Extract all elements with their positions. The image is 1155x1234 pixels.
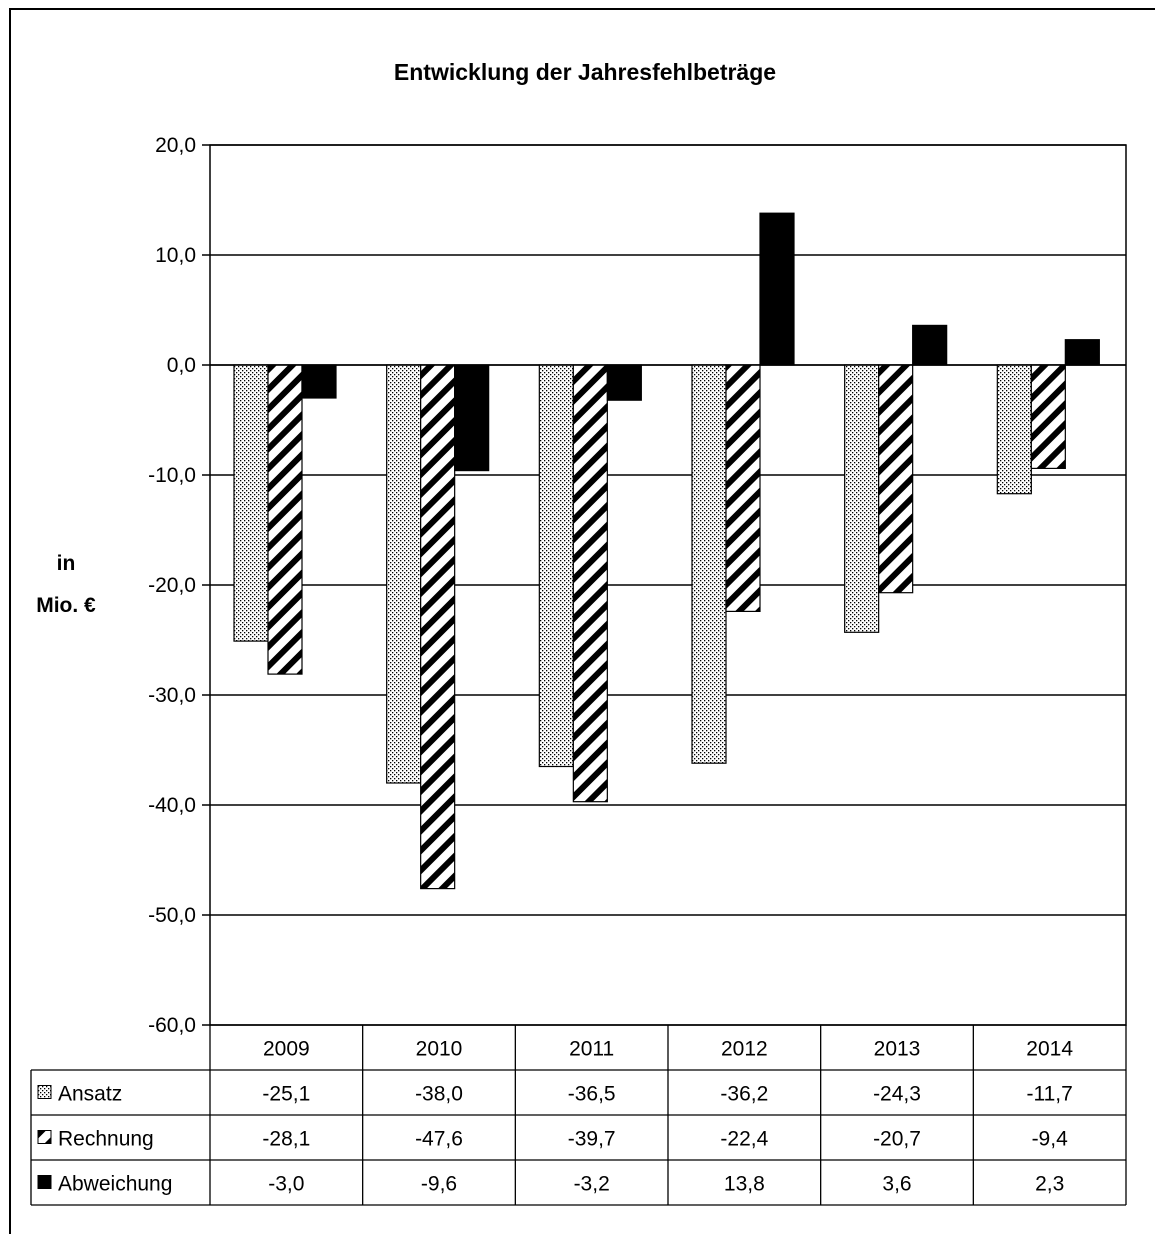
data-label: -11,7	[1027, 1083, 1073, 1106]
legend-label: Ansatz	[58, 1083, 122, 1106]
bar-ansatz	[386, 364, 422, 784]
data-label: 2,3	[1035, 1173, 1064, 1196]
data-label: 13,8	[724, 1173, 765, 1196]
bar-ansatz	[233, 364, 269, 642]
y-tick-label: -40,0	[148, 794, 196, 817]
y-tick-label: 20,0	[155, 134, 196, 157]
legend-label: Abweichung	[58, 1173, 172, 1196]
data-label: -22,4	[720, 1128, 768, 1151]
y-tick-label: 0,0	[167, 354, 196, 377]
data-label: -9,6	[421, 1173, 457, 1196]
chart-frame	[9, 8, 1155, 1234]
data-label: -3,2	[574, 1173, 610, 1196]
data-label: -36,2	[720, 1083, 768, 1106]
gridlines	[210, 144, 1126, 1026]
legend-swatch-abweichung	[37, 1175, 52, 1189]
x-tick-label: 2014	[1026, 1038, 1073, 1061]
legend-swatch-rechnung	[37, 1130, 52, 1144]
x-tick-label: 2011	[569, 1038, 614, 1061]
bar-abweichung	[1064, 339, 1100, 366]
bar-rechnung	[725, 364, 761, 612]
data-label: -9,4	[1032, 1128, 1069, 1151]
data-table: 2009 2010 2011 2012 2013 2014 Ansatz -25,1 -38,0…	[30, 1025, 1127, 1206]
data-label: -47,6	[415, 1128, 463, 1151]
bar-rechnung	[572, 364, 608, 803]
bar-ansatz	[538, 364, 574, 768]
y-tick-label: -30,0	[148, 684, 196, 707]
y-axis-label-line2: Mio. €	[36, 594, 96, 617]
chart-title: Entwicklung der Jahresfehlbeträge	[394, 59, 776, 85]
y-tick-label: -10,0	[148, 464, 196, 487]
bar-abweichung	[301, 364, 337, 399]
x-tick-label: 2009	[263, 1038, 310, 1061]
data-label: -25,1	[262, 1083, 310, 1106]
legend-swatch-ansatz	[37, 1085, 52, 1099]
bar-rechnung	[1030, 364, 1066, 470]
data-label: -39,7	[568, 1128, 616, 1151]
data-label: -3,0	[268, 1173, 304, 1196]
bar-rechnung	[267, 364, 303, 675]
y-tick-label: -50,0	[148, 904, 196, 927]
y-tick-label: -20,0	[148, 574, 196, 597]
bar-abweichung	[759, 212, 795, 366]
bar-rechnung	[878, 364, 914, 594]
bars	[233, 212, 1100, 890]
bar-ansatz	[996, 364, 1032, 495]
legend-label: Rechnung	[58, 1128, 154, 1151]
data-label: -20,7	[873, 1128, 921, 1151]
data-label: 3,6	[882, 1173, 911, 1196]
y-axis-label-line1: in	[57, 552, 76, 575]
bar-abweichung	[454, 364, 490, 472]
y-tick-label: 10,0	[155, 244, 196, 267]
data-label: -28,1	[262, 1128, 310, 1151]
axes: 20,0 10,0 0,0 -10,0 -20,0 -30,0 -40,0 -50,0 -60,…	[148, 134, 1127, 1037]
y-tick-label: -60,0	[148, 1014, 196, 1037]
bar-abweichung	[606, 364, 642, 401]
bar-ansatz	[844, 364, 880, 633]
bar-rechnung	[420, 364, 456, 890]
data-label: -38,0	[415, 1083, 463, 1106]
x-tick-label: 2010	[416, 1038, 463, 1061]
x-tick-label: 2013	[874, 1038, 921, 1061]
data-label: -24,3	[873, 1083, 921, 1106]
bar-ansatz	[691, 364, 727, 764]
x-tick-label: 2012	[721, 1038, 768, 1061]
bar-abweichung	[912, 324, 948, 366]
data-label: -36,5	[568, 1083, 616, 1106]
